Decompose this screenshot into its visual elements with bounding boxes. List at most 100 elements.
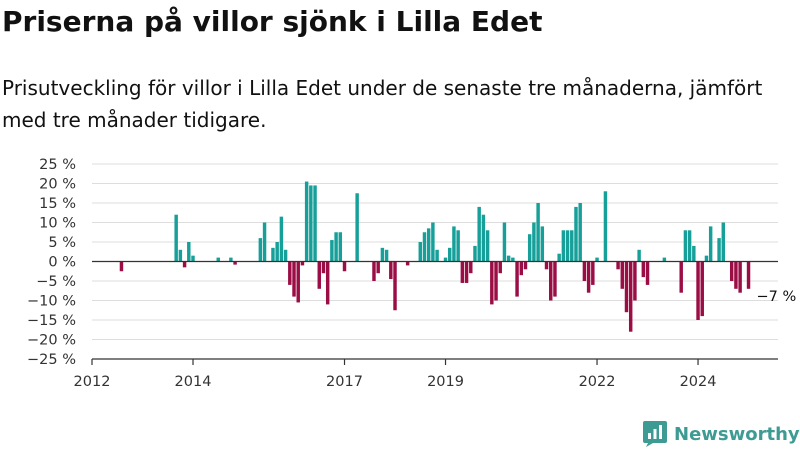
bar — [460, 261, 465, 283]
bar — [616, 261, 620, 270]
bar — [717, 238, 721, 262]
bar — [334, 232, 338, 262]
y-tick-label: −20 % — [27, 333, 76, 349]
x-tick-label: 2017 — [326, 374, 363, 390]
bar — [633, 261, 637, 301]
bar — [384, 249, 389, 262]
bar — [283, 249, 288, 262]
bar — [288, 261, 292, 285]
bar — [565, 230, 570, 262]
bar — [708, 226, 713, 262]
bar — [574, 206, 578, 262]
bar — [624, 261, 629, 313]
bar — [296, 261, 300, 303]
bar — [549, 261, 553, 301]
x-tick-label: 2019 — [427, 374, 464, 390]
bar — [746, 261, 751, 289]
bar — [519, 261, 523, 276]
bar — [300, 261, 305, 266]
y-tick-label: 5 % — [48, 235, 76, 251]
y-tick-label: −15 % — [27, 313, 76, 329]
x-tick-label: 2012 — [74, 374, 111, 390]
bar — [258, 238, 263, 262]
bar — [692, 245, 696, 262]
bar — [317, 261, 321, 289]
value-annotation: −7 % — [757, 289, 797, 305]
bar — [645, 261, 650, 285]
gridlines — [92, 163, 778, 340]
y-tick-label: 25 % — [39, 157, 76, 173]
bar — [321, 261, 326, 274]
bar — [275, 242, 279, 262]
bar — [279, 216, 284, 262]
bar — [464, 261, 469, 283]
bar — [182, 261, 187, 268]
bar-series — [119, 181, 751, 332]
bar — [591, 261, 595, 285]
bar — [330, 240, 334, 262]
bar — [544, 261, 549, 270]
bar — [729, 261, 734, 281]
bar — [448, 247, 452, 262]
bar — [738, 261, 742, 293]
bar — [595, 257, 599, 262]
bar — [540, 226, 545, 262]
bar — [687, 230, 692, 262]
bar — [683, 230, 688, 262]
bar — [637, 249, 641, 262]
bar — [662, 257, 667, 262]
bar — [515, 261, 519, 297]
x-tick-label: 2014 — [175, 374, 212, 390]
y-tick-label: 0 % — [48, 255, 76, 271]
bar — [456, 230, 460, 262]
bar — [570, 230, 574, 262]
bar — [557, 253, 561, 262]
bar — [527, 234, 532, 262]
bar — [342, 261, 347, 272]
bar — [704, 255, 709, 262]
x-tick-label: 2022 — [579, 374, 616, 390]
bar — [481, 214, 486, 262]
bar — [292, 261, 296, 297]
y-tick-label: 20 % — [39, 177, 76, 193]
y-axis-tick-labels: 25 % 20 % 15 % 10 % 5 % 0 % −5 % −10 % −15 % −20 … — [27, 157, 76, 368]
bar — [506, 255, 511, 262]
bar — [490, 261, 494, 305]
bar — [452, 226, 456, 262]
bar — [435, 249, 439, 262]
bar — [469, 261, 473, 274]
bar — [734, 261, 738, 289]
bar — [561, 230, 566, 262]
y-tick-label: −10 % — [27, 294, 76, 310]
bar — [532, 222, 536, 262]
y-tick-label: −5 % — [36, 274, 76, 290]
bar — [700, 261, 704, 317]
bar — [523, 261, 528, 270]
bar — [498, 261, 502, 274]
bar — [679, 261, 683, 293]
bar — [502, 222, 507, 262]
bar — [355, 193, 359, 262]
bar — [431, 222, 435, 262]
bar — [422, 232, 427, 262]
y-tick-label: 10 % — [39, 216, 76, 232]
bar — [191, 255, 195, 262]
bar — [641, 261, 646, 278]
chart-subtitle: Prisutveckling för villor i Lilla Edet u… — [2, 76, 763, 132]
bar — [271, 247, 275, 262]
bar — [696, 261, 700, 320]
bar — [216, 257, 220, 262]
bar — [174, 214, 178, 262]
newsworthy-logo-icon — [643, 421, 667, 447]
bar — [443, 257, 448, 262]
bar — [229, 257, 233, 262]
bar — [536, 203, 540, 262]
bar — [628, 261, 633, 332]
x-axis: 2012 2014 2017 2019 2022 2024 — [74, 260, 778, 390]
y-tick-label: −25 % — [27, 352, 76, 368]
bar — [553, 261, 557, 297]
bar — [393, 261, 397, 311]
bar — [511, 257, 515, 262]
bar — [494, 261, 498, 301]
annotations: −7 % — [757, 289, 797, 305]
